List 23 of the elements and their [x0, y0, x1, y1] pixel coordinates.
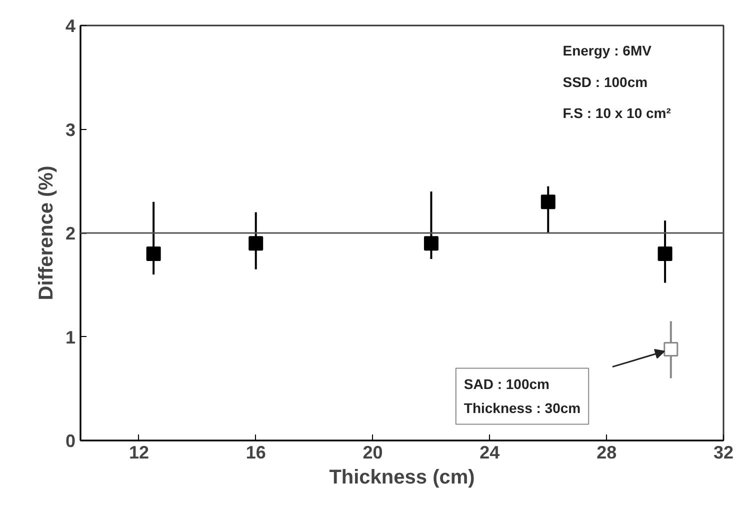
point	[146, 246, 161, 261]
x-tick-label: 20	[362, 442, 383, 462]
y-tick-label: 4	[65, 16, 76, 36]
point	[424, 236, 438, 251]
y-axis-title: Difference (%)	[35, 166, 58, 300]
y-tick-label: 0	[65, 431, 76, 451]
point	[664, 342, 678, 356]
annotation: SAD : 100cm Thickness : 30cm	[464, 376, 581, 416]
y-tick-label: 2	[65, 224, 76, 244]
x-axis-title: Thickness (cm)	[329, 466, 475, 488]
y-tick-label: 3	[65, 120, 76, 140]
annotation: F.S : 10 x 10 cm²	[562, 104, 672, 121]
x-tick-label: 12	[128, 442, 149, 462]
point	[658, 246, 672, 261]
point	[540, 194, 556, 210]
x-tick-label: 28	[596, 442, 617, 462]
x-tick-label: 24	[480, 442, 500, 462]
x-tick-label: 32	[713, 442, 734, 462]
x-tick-label: 16	[246, 442, 266, 462]
point	[248, 236, 264, 251]
annotation: SSD : 100cm	[562, 74, 648, 90]
y-tick-label: 1	[65, 327, 76, 348]
annotation: Energy : 6MV	[562, 42, 652, 59]
